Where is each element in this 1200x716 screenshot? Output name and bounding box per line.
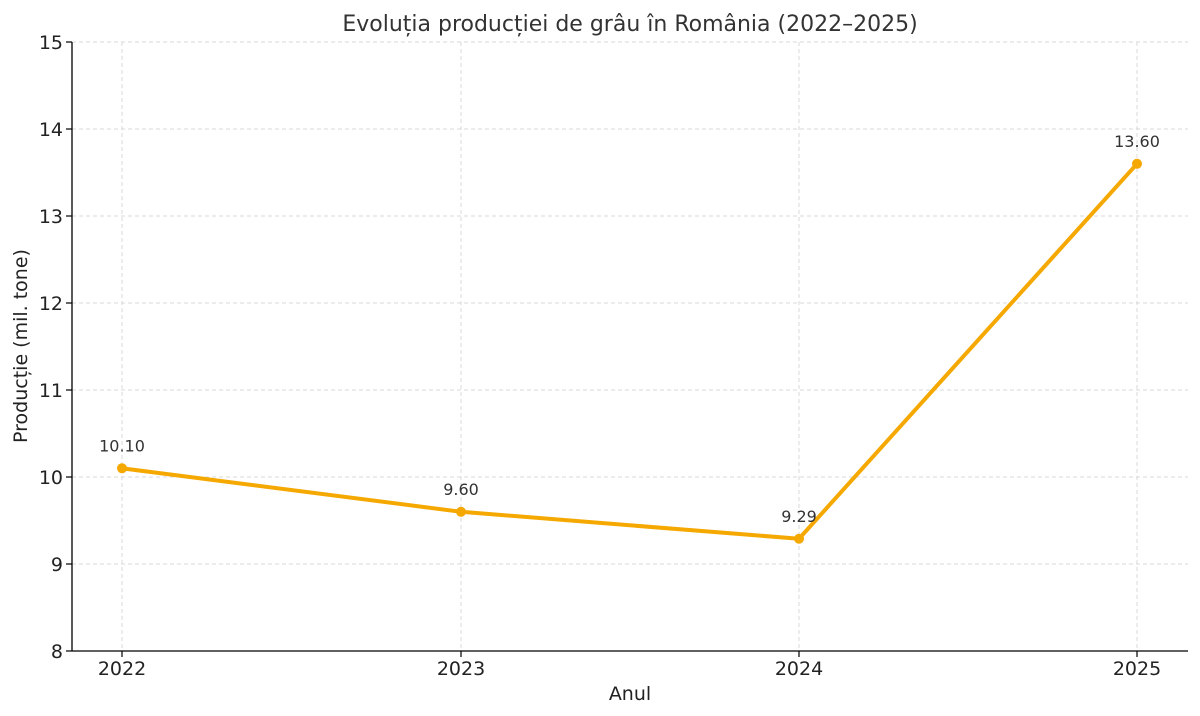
y-ticks: 8 9 10 11 12 13 14 15	[39, 32, 72, 663]
y-tick-label: 9	[51, 554, 63, 576]
y-tick-label: 8	[51, 641, 63, 663]
data-labels: 10.10 9.60 9.29 13.60	[99, 132, 1160, 526]
x-tick-label: 2025	[1113, 658, 1161, 680]
x-ticks: 2022 2023 2024 2025	[98, 651, 1161, 680]
data-point	[1132, 158, 1142, 169]
series	[117, 158, 1142, 544]
data-label: 10.10	[99, 436, 145, 455]
data-label: 13.60	[1114, 132, 1160, 151]
y-tick-label: 10	[39, 467, 63, 489]
axes	[71, 42, 1188, 652]
x-axis-label: Anul	[609, 683, 651, 705]
data-point	[794, 533, 804, 544]
data-label: 9.29	[781, 507, 817, 526]
data-label: 9.60	[443, 480, 479, 499]
y-axis-label: Producție (mil. tone)	[10, 249, 32, 443]
x-tick-label: 2022	[98, 658, 146, 680]
x-tick-label: 2023	[437, 658, 485, 680]
y-tick-label: 15	[39, 32, 63, 54]
data-point	[456, 506, 466, 517]
y-tick-label: 12	[39, 293, 63, 315]
y-tick-label: 14	[39, 119, 63, 141]
series-line	[120, 161, 1139, 541]
y-tick-label: 13	[39, 206, 63, 228]
grid	[72, 41, 1188, 651]
x-tick-label: 2024	[775, 658, 823, 680]
data-point	[117, 463, 127, 474]
chart-title: Evoluția producției de grâu în România (…	[342, 12, 917, 37]
y-tick-label: 11	[39, 380, 63, 402]
